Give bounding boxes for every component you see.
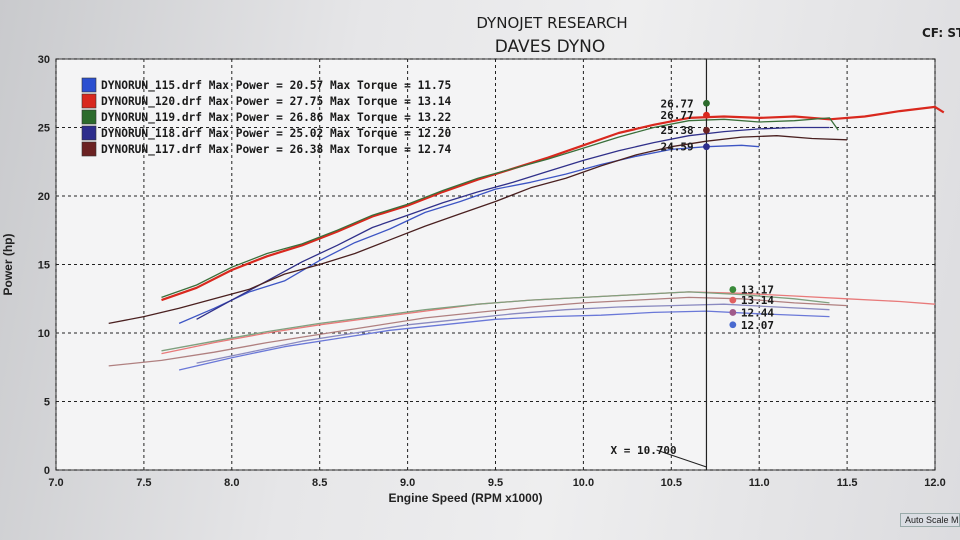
cursor-value-label: 24.59	[660, 141, 693, 154]
x-tick-label: 11.5	[837, 477, 858, 489]
cursor-value-dot	[703, 111, 710, 119]
dyno-name: DAVES DYNO	[495, 37, 606, 57]
cursor-value-label: 13.17	[741, 284, 774, 297]
legend-entry: DYNORUN_117.drf Max Power = 26.38 Max To…	[101, 143, 452, 156]
cursor-value-label: 12.07	[741, 319, 774, 332]
cursor-readout: X = 10.700	[610, 444, 676, 457]
legend-entry: DYNORUN_120.drf Max Power = 27.75 Max To…	[101, 95, 452, 108]
x-tick-labels: 7.0 7.5 8.0 8.5 9.0 9.5 10.0 10.5 11.0 11.5 12.0	[48, 477, 945, 489]
cursor-value-label: 25.38	[660, 124, 693, 137]
legend-swatch	[81, 77, 97, 93]
autoscale-status[interactable]: Auto Scale M	[900, 513, 960, 527]
cursor-leader-line	[656, 449, 707, 468]
y-tick-label: 10	[38, 328, 50, 340]
x-tick-label: 8.5	[312, 477, 327, 489]
y-tick-label: 5	[44, 397, 50, 409]
x-tick-label: 7.5	[136, 477, 151, 489]
legend-swatch	[81, 141, 97, 157]
cursor-value-label: 26.77	[660, 109, 693, 122]
legend-entry: DYNORUN_118.drf Max Power = 25.02 Max To…	[101, 127, 452, 140]
x-tick-label: 10.0	[573, 477, 594, 489]
legend: DYNORUN_115.drf Max Power = 20.57 Max To…	[81, 77, 452, 157]
cursor-value-dot	[729, 309, 737, 316]
y-tick-label: 15	[38, 260, 50, 272]
x-tick-label: 9.5	[488, 477, 503, 489]
x-tick-label: 11.0	[749, 477, 770, 489]
legend-entry: DYNORUN_119.drf Max Power = 26.86 Max To…	[101, 111, 451, 124]
y-tick-label: 20	[38, 191, 50, 203]
x-tick-label: 9.0	[400, 477, 415, 489]
y-axis-label: Power (hp)	[1, 233, 15, 295]
series-line-power	[161, 117, 839, 299]
cursor-value-label: 12.44	[741, 306, 774, 319]
series-layer	[108, 105, 945, 371]
cursor-value-dot	[703, 143, 710, 151]
y-tick-label: 0	[44, 465, 50, 477]
cursor-value-label: 13.14	[741, 294, 774, 307]
y-tick-label: 25	[38, 123, 50, 135]
legend-swatch	[81, 93, 97, 109]
legend-swatch	[81, 109, 97, 125]
x-tick-label: 10.5	[661, 477, 682, 489]
cursor-value-dot	[729, 286, 737, 293]
correction-factor-label: CF: ST	[922, 26, 960, 40]
cursor-value-dot	[703, 126, 710, 134]
y-tick-label: 30	[38, 54, 50, 66]
series-line-power	[108, 135, 848, 325]
cursor-value-dot	[703, 99, 710, 107]
legend-swatch	[81, 125, 97, 141]
x-tick-label: 8.0	[224, 477, 239, 489]
x-tick-label: 7.0	[48, 477, 63, 489]
x-axis-label: Engine Speed (RPM x1000)	[388, 491, 542, 505]
series-line-torque	[196, 303, 830, 364]
grid-lines	[55, 58, 936, 471]
cursor-value-label: 26.77	[660, 97, 693, 110]
cursor-value-dot	[729, 321, 737, 329]
legend-entry: DYNORUN_115.drf Max Power = 20.57 Max To…	[101, 79, 451, 92]
y-tick-labels: 0 5 10 15 20 25 30	[38, 54, 50, 477]
x-tick-label: 12.0	[924, 477, 945, 489]
company-title: DYNOJET RESEARCH	[476, 14, 627, 32]
series-line-power	[161, 105, 945, 302]
series-line-power	[196, 126, 830, 320]
series-line-torque	[108, 296, 848, 367]
series-line-power	[178, 144, 760, 324]
series-line-torque	[161, 291, 830, 352]
cursor-value-dot	[729, 296, 737, 304]
